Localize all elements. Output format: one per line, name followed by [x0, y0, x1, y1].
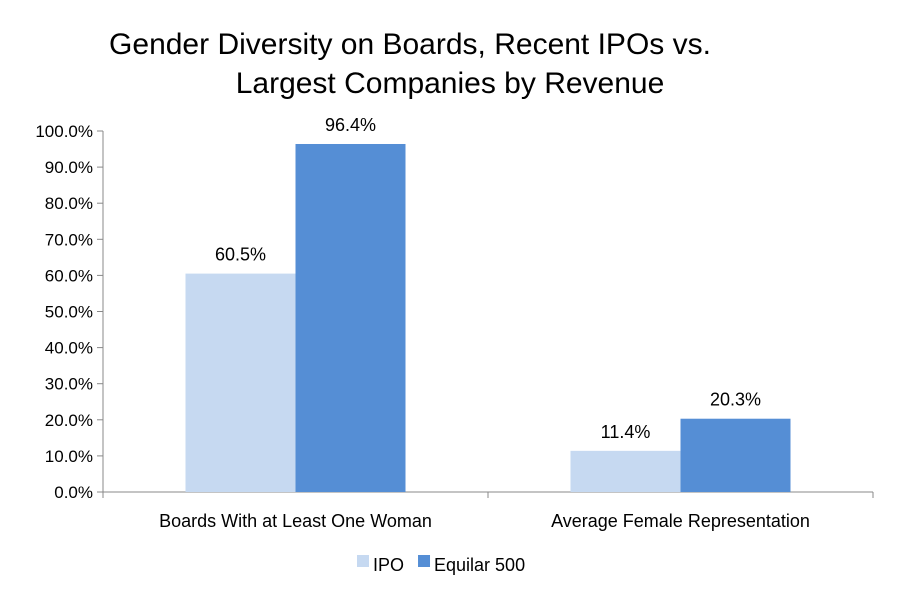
legend-swatch — [357, 555, 369, 567]
data-labels: 60.5% 96.4% 11.4% 20.3% — [215, 115, 761, 442]
chart-title-line-1: Gender Diversity on Boards, Recent IPOs … — [109, 28, 711, 61]
legend-label: IPO — [373, 555, 404, 575]
bar — [185, 273, 296, 492]
y-tick-label: 50.0% — [45, 303, 93, 322]
y-tick-label: 10.0% — [45, 447, 93, 466]
y-tick-label: 30.0% — [45, 375, 93, 394]
legend-label: Equilar 500 — [434, 555, 525, 575]
legend: IPO Equilar 500 — [357, 555, 525, 575]
y-tick-label: 0.0% — [54, 483, 93, 502]
y-tick-label: 40.0% — [45, 339, 93, 358]
bar — [295, 143, 406, 492]
bar — [570, 450, 681, 492]
x-category-label: Boards With at Least One Woman — [159, 511, 432, 531]
y-tick-label: 90.0% — [45, 158, 93, 177]
bar-value-label: 20.3% — [710, 390, 761, 410]
bar-value-label: 11.4% — [601, 422, 651, 442]
y-tick-label: 70.0% — [45, 230, 93, 249]
y-tick-label: 100.0% — [35, 122, 93, 141]
x-axis: Boards With at Least One Woman Average Fe… — [102, 491, 874, 531]
chart-title: Gender Diversity on Boards, Recent IPOs … — [109, 28, 711, 100]
y-tick-label: 60.0% — [45, 266, 93, 285]
x-category-label: Average Female Representation — [551, 511, 810, 531]
chart-title-line-2: Largest Companies by Revenue — [236, 67, 665, 100]
y-tick-label: 80.0% — [45, 194, 93, 213]
legend-swatch — [418, 555, 431, 567]
y-axis: 0.0% 10.0% 20.0% 30.0% 40.0% 50.0% 60.0% 70.0% 8… — [35, 122, 104, 502]
bar — [680, 418, 791, 492]
y-tick-label: 20.0% — [45, 411, 93, 430]
bar-value-label: 96.4% — [325, 115, 376, 135]
bars — [185, 143, 791, 492]
bar-value-label: 60.5% — [215, 245, 266, 265]
